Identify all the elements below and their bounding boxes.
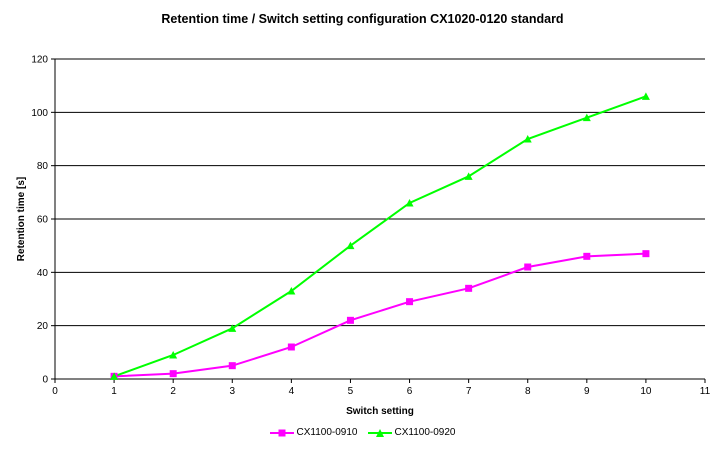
data-point (228, 362, 236, 370)
x-tick-label: 0 (52, 386, 58, 397)
data-point (523, 135, 532, 143)
data-point (406, 298, 414, 306)
data-point (524, 263, 532, 271)
legend-item-cx1100-0910: CX1100-0910 (269, 427, 358, 438)
x-tick-label: 7 (466, 386, 472, 397)
data-point (582, 113, 591, 122)
legend-label: CX1100-0910 (296, 427, 358, 438)
x-axis-title: Switch setting (346, 406, 414, 417)
data-point (287, 343, 295, 351)
series-line-cx1100-0920 (113, 95, 647, 378)
data-point (346, 241, 355, 250)
series-line-cx1100-0910 (114, 252, 646, 378)
x-tick-label: 5 (348, 386, 354, 397)
data-point (641, 92, 650, 100)
x-tick-label: 4 (289, 386, 295, 397)
series-lines (113, 95, 647, 378)
y-tick-labels: 0 20 40 60 80 100 120 (31, 55, 48, 386)
data-point (346, 316, 354, 324)
x-tick-label: 10 (640, 386, 652, 397)
y-axis-title: Retention time [s] (16, 177, 27, 261)
data-point (169, 351, 178, 359)
legend-swatch-triangle-icon (367, 428, 392, 437)
x-tick-label: 8 (525, 386, 531, 397)
gridlines (55, 58, 705, 327)
x-tick-label: 1 (111, 386, 117, 397)
y-tick-label: 40 (37, 268, 49, 279)
data-point (169, 370, 177, 378)
x-tick-label: 2 (170, 386, 176, 397)
data-markers (110, 92, 650, 380)
data-point (228, 324, 237, 332)
y-tick-label: 60 (37, 215, 49, 226)
x-tick-label: 3 (229, 386, 235, 397)
data-point (642, 250, 650, 258)
x-tick-label: 6 (407, 386, 413, 397)
data-point (287, 287, 296, 295)
legend-label: CX1100-0920 (394, 427, 456, 438)
y-tick-label: 100 (31, 108, 48, 119)
y-tick-label: 120 (31, 55, 48, 66)
axes (51, 58, 706, 383)
data-point (465, 284, 473, 292)
y-tick-label: 80 (37, 161, 49, 172)
y-tick-label: 20 (37, 321, 49, 332)
data-point (583, 252, 591, 260)
x-tick-label: 9 (584, 386, 590, 397)
legend: CX1100-0910 CX1100-0920 (0, 427, 725, 438)
legend-swatch-square-icon (269, 429, 294, 436)
legend-item-cx1100-0920: CX1100-0920 (367, 427, 456, 438)
data-point (110, 372, 119, 380)
data-point (464, 172, 473, 180)
chart-title: Retention time / Switch setting configur… (161, 12, 564, 26)
x-tick-labels: 0 1 2 3 4 5 6 7 8 9 10 11 (52, 386, 710, 397)
y-tick-label: 0 (42, 375, 48, 386)
data-point (405, 199, 414, 207)
x-tick-label: 11 (700, 386, 711, 397)
